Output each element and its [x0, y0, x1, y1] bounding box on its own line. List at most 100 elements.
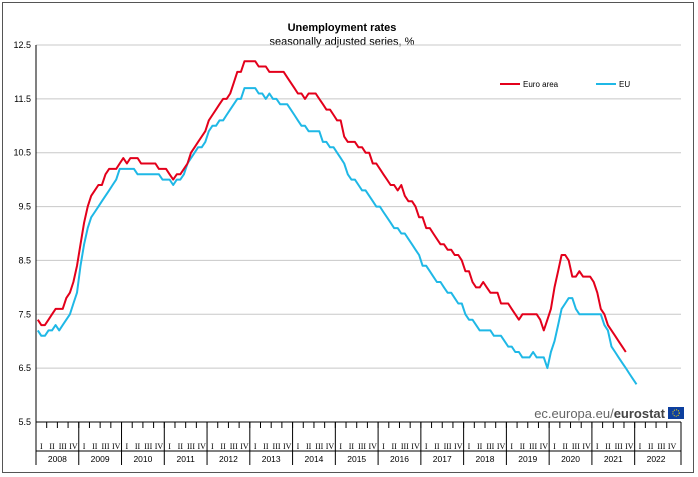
- quarter-label: I: [40, 442, 43, 451]
- quarter-label: II: [391, 442, 397, 451]
- quarter-label: IV: [625, 442, 634, 451]
- quarter-label: IV: [668, 442, 677, 451]
- quarter-label: III: [572, 442, 580, 451]
- quarter-label: I: [425, 442, 428, 451]
- quarter-label: II: [349, 442, 355, 451]
- quarter-label: III: [230, 442, 238, 451]
- quarter-label: I: [126, 442, 129, 451]
- chart-frame: [2, 2, 694, 473]
- quarter-label: I: [168, 442, 171, 451]
- quarter-label: IV: [155, 442, 164, 451]
- quarter-label: IV: [197, 442, 206, 451]
- quarter-label: III: [101, 442, 109, 451]
- year-label: 2021: [604, 454, 623, 464]
- quarter-label: I: [297, 442, 300, 451]
- quarter-label: I: [83, 442, 86, 451]
- source-prefix: ec.europa.eu/: [534, 406, 614, 421]
- quarter-label: I: [339, 442, 342, 451]
- quarter-label: IV: [497, 442, 506, 451]
- year-label: 2011: [177, 454, 196, 464]
- y-tick-label: 5.5: [18, 417, 31, 427]
- quarter-label: I: [639, 442, 642, 451]
- source-text: ec.europa.eu/eurostat: [534, 406, 665, 421]
- quarter-label: IV: [369, 442, 378, 451]
- eu-flag-icon: [668, 407, 684, 419]
- legend-label: EU: [619, 80, 630, 89]
- y-tick-label: 11.5: [14, 94, 31, 104]
- series-line-euro-area: [36, 60, 627, 353]
- legend: Euro area EU: [500, 80, 630, 89]
- quarter-label: IV: [411, 442, 420, 451]
- series-line-eu: [36, 87, 638, 385]
- quarter-label: I: [254, 442, 257, 451]
- quarter-label: III: [444, 442, 452, 451]
- quarter-label: IV: [283, 442, 292, 451]
- y-tick-label: 12.5: [13, 40, 31, 50]
- quarter-label: I: [510, 442, 513, 451]
- quarter-label: II: [563, 442, 569, 451]
- y-tick-label: 6.5: [18, 363, 31, 373]
- quarter-label: II: [434, 442, 440, 451]
- eu-stars-icon: [672, 409, 680, 417]
- chart-title: Unemployment rates: [288, 22, 397, 34]
- year-label: 2014: [304, 454, 323, 464]
- year-label: 2015: [347, 454, 366, 464]
- quarter-label: III: [529, 442, 537, 451]
- year-label: 2018: [476, 454, 495, 464]
- year-label: 2020: [561, 454, 580, 464]
- quarter-label: III: [273, 442, 281, 451]
- gridlines: [35, 44, 681, 423]
- quarter-label: I: [211, 442, 214, 451]
- quarter-label: I: [468, 442, 471, 451]
- source-brand: eurostat: [614, 406, 666, 421]
- quarter-label: IV: [454, 442, 463, 451]
- quarter-label: III: [401, 442, 409, 451]
- quarter-label: II: [605, 442, 611, 451]
- y-tick-label: 9.5: [18, 202, 31, 212]
- year-label: 2008: [48, 454, 67, 464]
- series-lines: [36, 60, 638, 385]
- quarter-label: I: [553, 442, 556, 451]
- y-tick-label: 10.5: [13, 148, 31, 158]
- quarter-label: II: [49, 442, 55, 451]
- quarter-label: III: [486, 442, 494, 451]
- quarter-label: III: [59, 442, 67, 451]
- quarter-label: IV: [240, 442, 249, 451]
- quarter-label: IV: [112, 442, 121, 451]
- quarter-label: IV: [69, 442, 78, 451]
- y-tick-label: 8.5: [18, 255, 31, 265]
- year-label: 2010: [133, 454, 152, 464]
- quarter-label: IV: [540, 442, 549, 451]
- year-label: 2017: [433, 454, 452, 464]
- quarter-label: II: [178, 442, 184, 451]
- quarter-label: III: [358, 442, 366, 451]
- quarter-label: II: [220, 442, 226, 451]
- quarter-label: I: [382, 442, 385, 451]
- quarter-label: II: [263, 442, 269, 451]
- quarter-label: III: [657, 442, 665, 451]
- quarter-label: III: [187, 442, 195, 451]
- quarter-label: I: [596, 442, 599, 451]
- quarter-label: II: [477, 442, 483, 451]
- quarter-label: II: [92, 442, 98, 451]
- quarter-label: II: [648, 442, 654, 451]
- source-logo: ec.europa.eu/eurostat: [534, 406, 684, 421]
- quarter-label: II: [520, 442, 526, 451]
- quarter-label: II: [306, 442, 312, 451]
- year-label: 2019: [518, 454, 537, 464]
- quarter-label: III: [144, 442, 152, 451]
- y-tick-label: 7.5: [18, 309, 31, 319]
- year-label: 2012: [219, 454, 238, 464]
- year-label: 2022: [647, 454, 666, 464]
- y-axis-labels: 12.5 11.5 10.5 9.5 8.5 7.5 6.5 5.5: [13, 40, 31, 427]
- quarter-label: II: [135, 442, 141, 451]
- quarter-label: III: [315, 442, 323, 451]
- legend-label: Euro area: [523, 80, 559, 89]
- year-label: 2013: [262, 454, 281, 464]
- year-label: 2016: [390, 454, 409, 464]
- chart-subtitle: seasonally adjusted series, %: [270, 36, 415, 48]
- year-label: 2009: [91, 454, 110, 464]
- quarter-label: IV: [582, 442, 591, 451]
